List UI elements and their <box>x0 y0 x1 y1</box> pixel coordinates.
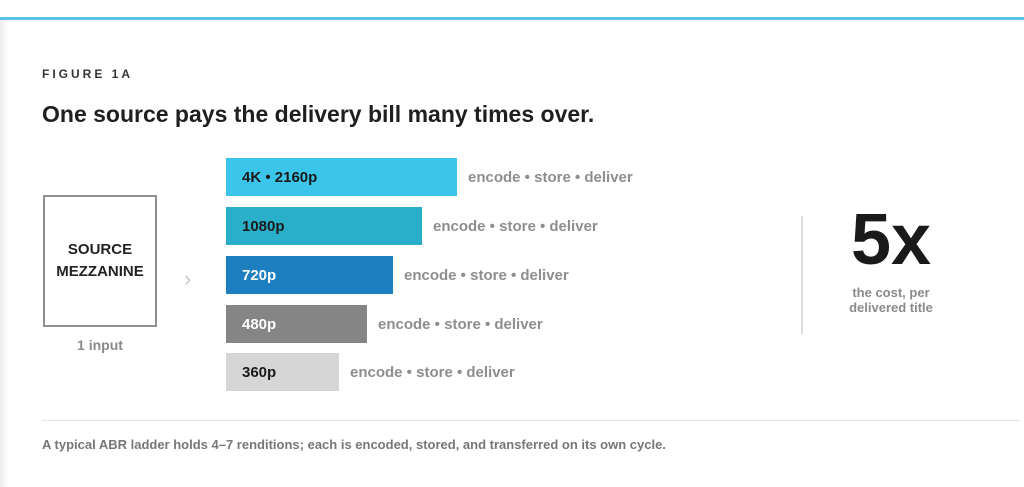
rendition-bar: 1080p <box>226 207 422 245</box>
rendition-desc: encode • store • deliver <box>468 168 633 186</box>
rendition-desc: encode • store • deliver <box>378 315 543 333</box>
rendition-bar: 480p <box>226 305 367 343</box>
source-label: SOURCE MEZZANINE <box>56 241 144 280</box>
rendition-desc: encode • store • deliver <box>404 266 569 284</box>
figure-label: FIGURE 1A <box>42 67 134 81</box>
rendition-desc: encode • store • deliver <box>350 363 515 381</box>
footnote: A typical ABR ladder holds 4–7 rendition… <box>42 437 666 452</box>
stat-value: 5x <box>850 200 932 280</box>
source-box: SOURCE MEZZANINE <box>43 195 157 327</box>
rendition-bar: 4K • 2160p <box>226 158 457 196</box>
rendition-bar: 360p <box>226 353 339 391</box>
rendition-bar: 720p <box>226 256 393 294</box>
top-accent-rule <box>0 17 1024 20</box>
input-caption: 1 input <box>77 337 123 353</box>
horizontal-divider <box>42 420 1020 421</box>
left-edge-shade <box>0 20 8 487</box>
headline: One source pays the delivery bill many t… <box>42 101 595 127</box>
stat-caption: the cost, per delivered title <box>849 285 933 315</box>
vertical-divider <box>801 216 803 334</box>
chevron-right-icon: › <box>184 266 192 291</box>
rendition-desc: encode • store • deliver <box>433 217 598 235</box>
